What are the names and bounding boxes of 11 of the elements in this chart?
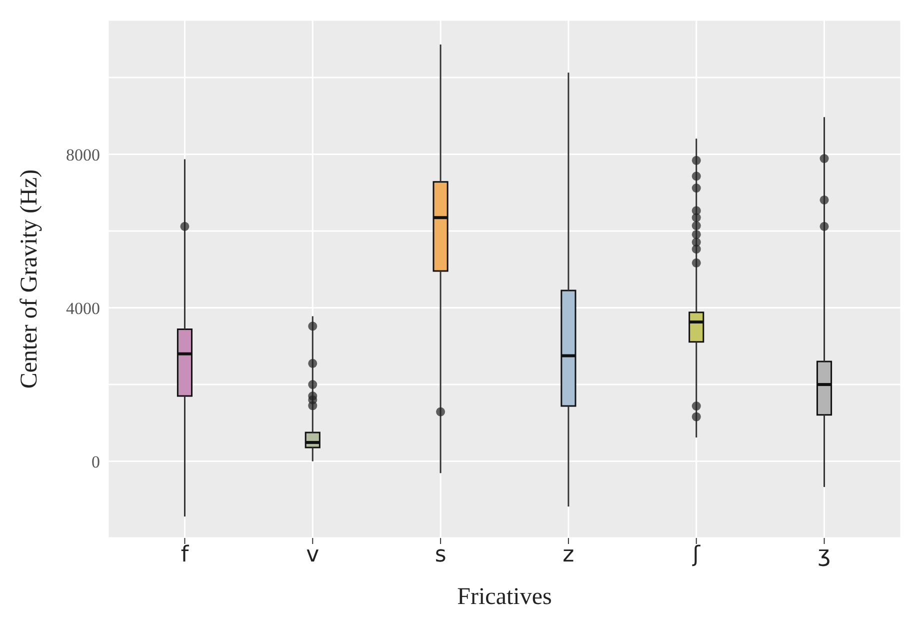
- x-tick-label: ʒ: [818, 542, 831, 568]
- y-tick-label: 0: [92, 452, 100, 472]
- y-tick-label: 4000: [66, 298, 100, 318]
- x-axis-title: Fricatives: [457, 584, 552, 610]
- x-tick-label: v: [306, 542, 320, 568]
- x-tick-label: ʃ: [692, 542, 701, 568]
- y-tick-label: 8000: [66, 145, 100, 164]
- y-axis-title: Center of Gravity (Hz): [16, 169, 43, 389]
- x-tick-label: z: [562, 542, 574, 568]
- x-tick-label: s: [434, 542, 446, 568]
- x-tick-label: f: [180, 542, 190, 568]
